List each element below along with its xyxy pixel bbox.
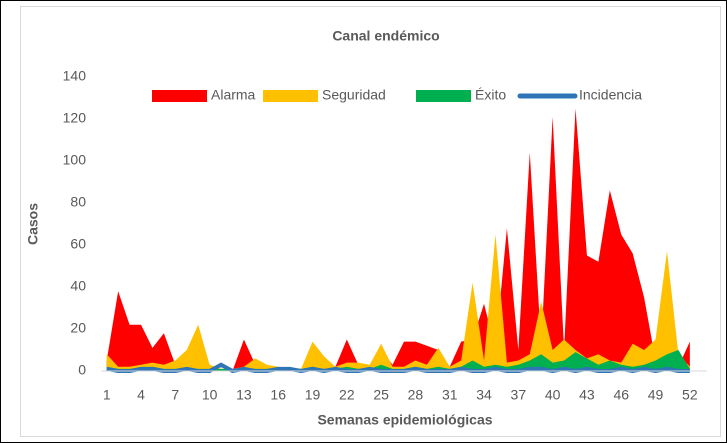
x-tick-label: 19 xyxy=(305,387,321,403)
y-tick-label: 0 xyxy=(78,362,86,378)
y-tick-label: 80 xyxy=(70,194,86,210)
legend-label: Éxito xyxy=(475,87,506,103)
x-tick-label: 22 xyxy=(339,387,355,403)
x-tick-label: 34 xyxy=(476,387,492,403)
y-tick-label: 40 xyxy=(70,278,86,294)
y-tick-label: 60 xyxy=(70,236,86,252)
x-tick-label: 1 xyxy=(103,387,111,403)
legend-swatch xyxy=(416,90,471,102)
legend-label: Incidencia xyxy=(579,87,642,103)
x-tick-label: 43 xyxy=(579,387,595,403)
legend-label: Alarma xyxy=(211,87,256,103)
x-tick-label: 49 xyxy=(648,387,664,403)
x-tick-label: 7 xyxy=(171,387,179,403)
legend-label: Seguridad xyxy=(322,87,386,103)
y-tick-label: 20 xyxy=(70,320,86,336)
x-tick-label: 46 xyxy=(613,387,629,403)
x-tick-label: 37 xyxy=(511,387,527,403)
x-tick-label: 13 xyxy=(236,387,252,403)
x-tick-label: 28 xyxy=(408,387,424,403)
area xyxy=(106,234,690,371)
area xyxy=(106,350,690,371)
y-axis-label: Casos xyxy=(25,203,41,245)
area xyxy=(106,108,690,371)
y-tick-label: 100 xyxy=(63,152,87,168)
x-tick-label: 31 xyxy=(442,387,458,403)
x-tick-label: 52 xyxy=(682,387,698,403)
x-tick-label: 10 xyxy=(202,387,218,403)
y-tick-label: 120 xyxy=(63,110,87,126)
x-axis-label: Semanas epidemiológicas xyxy=(317,412,492,428)
x-tick-label: 25 xyxy=(373,387,389,403)
x-tick-label: 4 xyxy=(137,387,145,403)
y-tick-label: 140 xyxy=(63,68,87,84)
x-tick-label: 16 xyxy=(270,387,286,403)
legend-swatch xyxy=(152,90,207,102)
chart-title: Canal endémico xyxy=(332,28,439,44)
x-tick-label: 40 xyxy=(545,387,561,403)
legend-swatch xyxy=(263,90,318,102)
